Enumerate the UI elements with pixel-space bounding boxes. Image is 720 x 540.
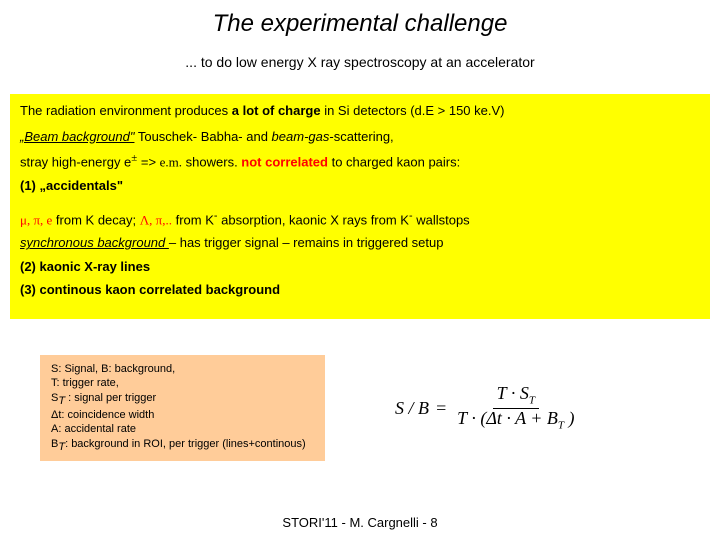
- slide-footer: STORI'11 - M. Cargnelli - 8: [0, 515, 720, 530]
- line-2: „Beam background" Touschek- Babha- and b…: [20, 128, 700, 146]
- fraction: T · ST T · (Δt · A + BT ): [453, 384, 578, 431]
- t: showers.: [182, 154, 241, 169]
- t: The radiation environment produces: [20, 103, 232, 118]
- t: – has trigger signal – remains in trigge…: [169, 235, 444, 250]
- t: from K: [172, 212, 214, 227]
- content-box: The radiation environment produces a lot…: [10, 94, 710, 319]
- denominator: T · (Δt · A + BT ): [453, 409, 578, 432]
- legend-line: Δt: coincidence width: [51, 408, 314, 422]
- t: Λ, π,..: [140, 212, 172, 227]
- slide-title: The experimental challenge: [0, 0, 720, 38]
- legend-box: S: Signal, B: background, T: trigger rat…: [40, 355, 325, 461]
- eq: =: [435, 398, 447, 419]
- line-7: (2) kaonic X-ray lines: [20, 258, 700, 276]
- t: synchronous background: [20, 235, 169, 250]
- t: T: [529, 395, 535, 407]
- bottom-row: S: Signal, B: background, T: trigger rat…: [40, 355, 680, 461]
- beam-bg-label: „Beam background": [20, 129, 134, 144]
- line-1: The radiation environment produces a lot…: [20, 102, 700, 120]
- t: not correlated: [241, 154, 328, 169]
- t: μ, π, e: [20, 212, 52, 227]
- t: beam-gas: [272, 129, 330, 144]
- line-6: synchronous background – has trigger sig…: [20, 234, 700, 252]
- slide-subtitle: ... to do low energy X ray spectroscopy …: [0, 54, 720, 70]
- numerator: T · ST: [493, 384, 539, 408]
- line-5: μ, π, e from K decay; Λ, π,.. from K- ab…: [20, 209, 700, 229]
- t: T · S: [497, 383, 529, 403]
- t: T · (Δt · A + B: [457, 408, 558, 428]
- t: e.m.: [160, 154, 182, 169]
- legend-line: BT: background in ROI, per trigger (line…: [51, 437, 314, 454]
- t: : background in ROI, per trigger (lines+…: [65, 438, 306, 450]
- legend-line: S: Signal, B: background,: [51, 362, 314, 376]
- t: from K decay;: [52, 212, 139, 227]
- t: stray high-energy e: [20, 154, 131, 169]
- legend-line: ST : signal per trigger: [51, 391, 314, 408]
- line-3: stray high-energy e± => e.m. showers. no…: [20, 151, 700, 171]
- legend-line: A: accidental rate: [51, 422, 314, 436]
- t: in Si detectors (d.E > 150 ke.V): [321, 103, 505, 118]
- formula: S / B = T · ST T · (Δt · A + BT ): [395, 384, 579, 431]
- t: =>: [137, 154, 159, 169]
- lhs: S / B: [395, 398, 429, 419]
- t: : signal per trigger: [65, 392, 156, 404]
- t: -scattering,: [329, 129, 393, 144]
- t: wallstops: [413, 212, 470, 227]
- line-4: (1) „accidentals": [20, 177, 700, 195]
- t: ): [564, 408, 575, 428]
- legend-line: T: trigger rate,: [51, 376, 314, 390]
- line-8: (3) continous kaon correlated background: [20, 281, 700, 299]
- t: to charged kaon pairs:: [328, 154, 460, 169]
- t: Touschek- Babha- and: [134, 129, 271, 144]
- t: absorption, kaonic X rays from K: [218, 212, 409, 227]
- t: a lot of charge: [232, 103, 321, 118]
